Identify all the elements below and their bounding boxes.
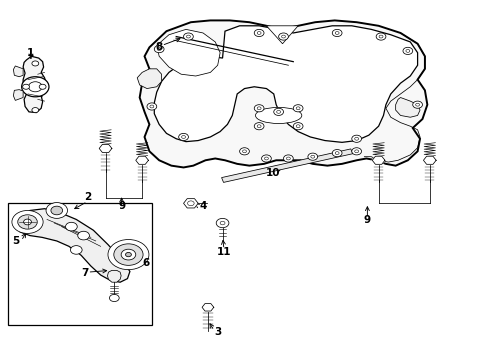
- Text: 1: 1: [27, 48, 35, 58]
- Polygon shape: [423, 156, 435, 164]
- Circle shape: [283, 155, 293, 162]
- Text: 8: 8: [155, 42, 163, 51]
- Circle shape: [32, 61, 39, 66]
- Circle shape: [109, 294, 119, 302]
- Polygon shape: [183, 199, 198, 208]
- Circle shape: [32, 108, 39, 113]
- Text: 2: 2: [84, 192, 91, 202]
- Text: 3: 3: [214, 327, 221, 337]
- FancyBboxPatch shape: [8, 203, 152, 325]
- Circle shape: [351, 135, 361, 142]
- Circle shape: [216, 219, 228, 228]
- Text: 5: 5: [12, 236, 19, 246]
- Circle shape: [125, 252, 131, 257]
- Circle shape: [331, 149, 341, 157]
- Text: 9: 9: [118, 201, 125, 211]
- Text: 4: 4: [199, 201, 206, 211]
- Circle shape: [12, 211, 43, 233]
- Circle shape: [351, 148, 361, 155]
- Text: 7: 7: [81, 268, 88, 278]
- Circle shape: [254, 105, 264, 112]
- Polygon shape: [395, 98, 419, 117]
- Polygon shape: [221, 149, 352, 183]
- Circle shape: [331, 30, 341, 37]
- Circle shape: [187, 201, 194, 206]
- Circle shape: [412, 101, 422, 108]
- Polygon shape: [23, 56, 46, 113]
- Circle shape: [183, 33, 193, 40]
- Text: 6: 6: [142, 258, 149, 268]
- Polygon shape: [13, 66, 23, 77]
- Circle shape: [121, 249, 136, 260]
- Text: 9: 9: [363, 215, 370, 225]
- Circle shape: [273, 108, 283, 116]
- Circle shape: [261, 155, 271, 162]
- Polygon shape: [20, 209, 130, 282]
- Circle shape: [402, 47, 412, 54]
- Circle shape: [375, 33, 385, 40]
- Text: 10: 10: [265, 168, 280, 178]
- Circle shape: [239, 148, 249, 155]
- Circle shape: [70, 246, 82, 254]
- Polygon shape: [202, 303, 213, 311]
- Polygon shape: [266, 26, 298, 44]
- Circle shape: [254, 30, 264, 37]
- Circle shape: [51, 206, 62, 215]
- Circle shape: [23, 219, 31, 225]
- Polygon shape: [157, 30, 220, 76]
- Polygon shape: [154, 26, 417, 142]
- Circle shape: [154, 45, 163, 53]
- Circle shape: [18, 215, 37, 229]
- Polygon shape: [136, 156, 148, 164]
- Circle shape: [293, 105, 303, 112]
- Circle shape: [114, 244, 143, 265]
- Circle shape: [254, 123, 264, 130]
- Circle shape: [108, 239, 149, 270]
- Polygon shape: [140, 21, 427, 167]
- Circle shape: [147, 103, 157, 110]
- Circle shape: [21, 77, 49, 97]
- Circle shape: [293, 123, 303, 130]
- Circle shape: [78, 231, 89, 240]
- Polygon shape: [99, 144, 112, 153]
- Text: 11: 11: [216, 247, 231, 257]
- Circle shape: [278, 33, 288, 40]
- Circle shape: [39, 84, 46, 89]
- Ellipse shape: [255, 107, 301, 123]
- Polygon shape: [371, 156, 384, 164]
- Circle shape: [65, 222, 77, 231]
- Circle shape: [22, 84, 29, 89]
- Circle shape: [307, 153, 317, 160]
- Polygon shape: [137, 69, 161, 89]
- Circle shape: [178, 134, 188, 140]
- Circle shape: [46, 203, 67, 219]
- Polygon shape: [13, 90, 23, 100]
- Polygon shape: [107, 270, 121, 282]
